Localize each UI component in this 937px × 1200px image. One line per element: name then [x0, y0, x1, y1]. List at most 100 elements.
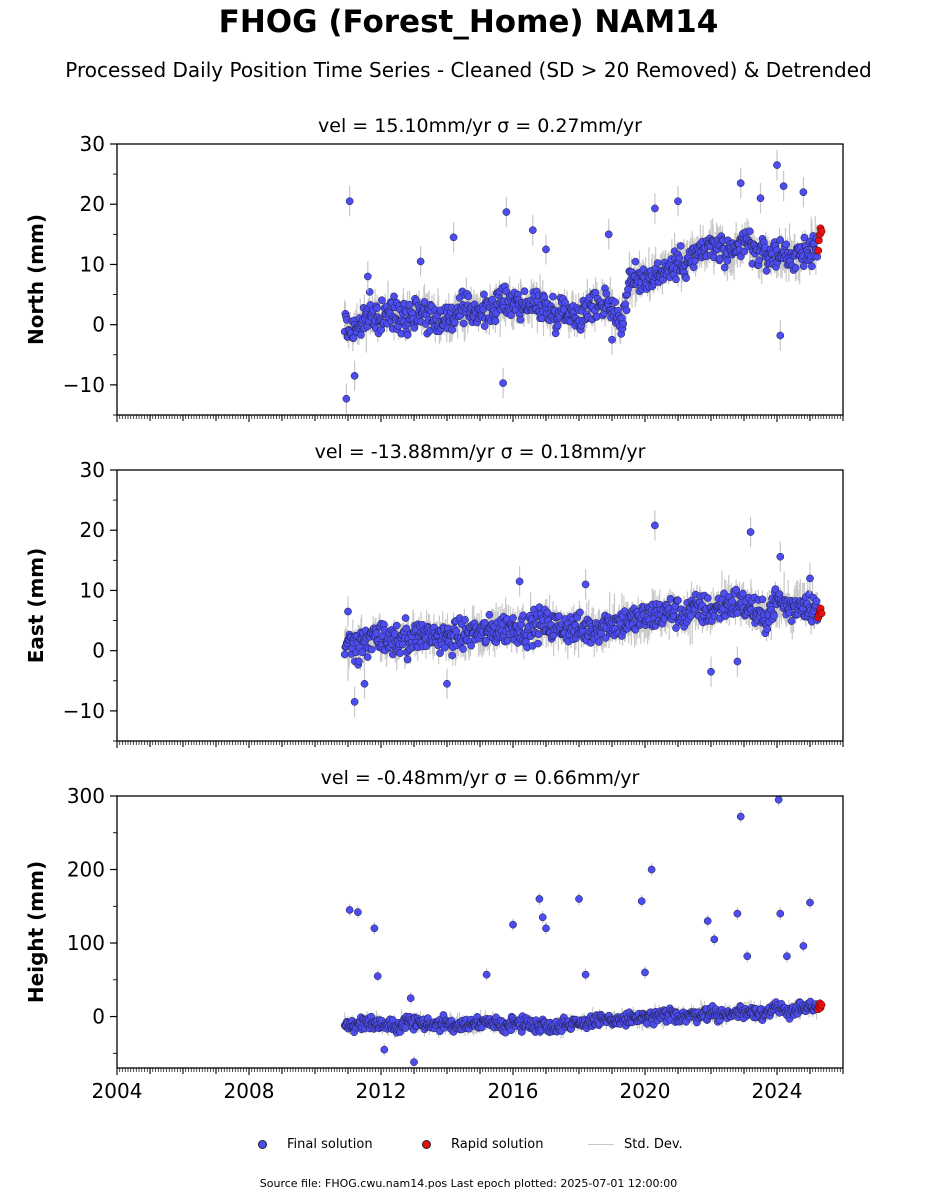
final-outlier-point: [449, 233, 458, 242]
final-point: [464, 292, 473, 301]
final-outlier-point: [575, 895, 583, 903]
final-point: [480, 322, 489, 330]
final-point: [516, 315, 525, 324]
final-point: [390, 292, 398, 301]
final-point: [448, 651, 457, 660]
final-point: [459, 319, 468, 328]
final-outlier-point: [746, 528, 755, 536]
ytick-label: 10: [80, 578, 105, 602]
final-outlier-point: [651, 521, 659, 530]
final-point: [459, 645, 467, 653]
final-point: [762, 267, 771, 275]
final-point: [653, 259, 662, 267]
final-outlier-point: [482, 970, 491, 979]
final-point: [740, 247, 749, 256]
final-point: [349, 334, 358, 342]
ytick-label: 200: [67, 858, 105, 882]
rapid-point: [814, 246, 823, 255]
final-point: [403, 331, 412, 339]
final-point: [403, 655, 412, 664]
final-outlier-point: [773, 161, 781, 169]
ytick-label: 10: [80, 252, 105, 276]
final-point: [467, 641, 475, 650]
final-outlier-point: [515, 577, 524, 586]
final-point: [440, 643, 449, 652]
final-outlier-point: [350, 372, 359, 380]
final-outlier-point: [806, 898, 814, 907]
final-outlier-point: [370, 924, 379, 933]
ylabel-height: Height (mm): [24, 861, 48, 1003]
final-point: [553, 321, 562, 330]
final-point: [561, 298, 569, 307]
figure-subtitle: Processed Daily Position Time Series - C…: [65, 58, 872, 82]
final-point: [745, 227, 754, 236]
final-point: [758, 595, 767, 604]
final-point: [549, 292, 557, 301]
final-point: [482, 637, 490, 645]
final-outlier-point: [342, 394, 351, 403]
final-outlier-point: [776, 331, 785, 340]
final-point: [372, 629, 381, 637]
final-outlier-point: [538, 913, 547, 922]
final-outlier-point: [345, 197, 354, 206]
final-outlier-point: [373, 972, 382, 980]
final-point: [723, 256, 732, 265]
final-point: [703, 594, 712, 602]
ylabel-east: East (mm): [24, 548, 48, 664]
final-outlier-point: [736, 812, 745, 821]
final-point: [686, 612, 695, 620]
final-point: [402, 624, 411, 633]
final-outlier-point: [806, 574, 814, 583]
chart-figure: vel = 15.10mm/yr σ = 0.27mm/yr North (mm)…: [24, 115, 844, 1103]
final-point: [787, 617, 796, 625]
final-point: [799, 262, 808, 271]
final-outlier-point: [380, 1045, 389, 1054]
final-outlier-point: [641, 968, 649, 977]
final-point: [401, 1024, 410, 1032]
final-point: [631, 257, 640, 266]
final-outlier-point: [354, 908, 362, 917]
final-point: [674, 596, 682, 605]
ytick-label: 0: [92, 1005, 105, 1029]
final-point: [485, 610, 494, 619]
final-point: [534, 639, 542, 648]
ytick-label: 0: [92, 313, 105, 337]
final-point: [378, 296, 386, 305]
final-outlier-point: [509, 920, 517, 929]
final-point: [595, 638, 603, 646]
final-point: [480, 290, 488, 299]
final-outlier-point: [799, 942, 808, 950]
ytick-label: 30: [80, 132, 105, 156]
final-outlier-point: [350, 698, 359, 706]
final-outlier-point: [743, 952, 752, 961]
final-point: [602, 289, 611, 298]
final-point: [396, 649, 404, 657]
ytick-label: 300: [67, 784, 105, 808]
final-outlier-point: [733, 657, 742, 666]
final-point: [491, 317, 500, 326]
final-point: [672, 275, 680, 284]
ylabel-north: North (mm): [24, 214, 48, 345]
rapid-point: [817, 609, 826, 618]
final-outlier-point: [542, 924, 550, 933]
final-outlier-point: [779, 182, 788, 191]
final-point: [555, 612, 563, 620]
final-point: [520, 287, 529, 296]
final-point: [448, 325, 457, 334]
final-point: [720, 263, 729, 272]
rapid-point: [817, 1000, 826, 1009]
final-point: [622, 306, 631, 315]
final-point: [357, 331, 365, 339]
final-point: [410, 324, 419, 332]
final-point: [363, 653, 372, 661]
final-outlier-point: [647, 865, 656, 874]
final-outlier-point: [733, 909, 742, 918]
final-outlier-point: [674, 197, 682, 206]
final-outlier-point: [756, 194, 765, 203]
final-point: [392, 621, 401, 630]
final-outlier-point: [776, 909, 785, 918]
final-outlier-point: [651, 204, 659, 213]
ytick-label: 0: [92, 639, 105, 663]
final-outlier-point: [363, 272, 372, 281]
ytick-label: 100: [67, 931, 105, 955]
